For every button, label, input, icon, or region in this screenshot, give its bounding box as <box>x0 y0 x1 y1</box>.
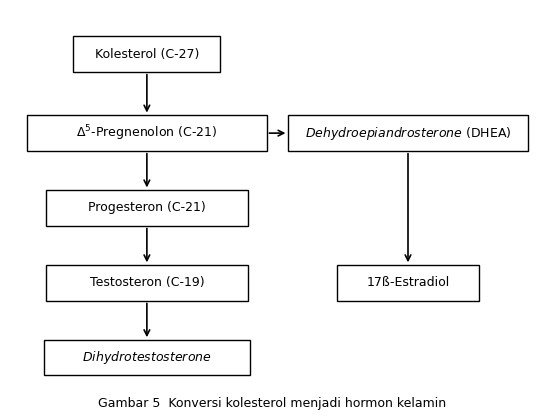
Text: Kolesterol (C-27): Kolesterol (C-27) <box>95 47 199 61</box>
Text: Progesteron (C-21): Progesteron (C-21) <box>88 201 206 215</box>
Bar <box>46 191 248 225</box>
Bar <box>73 36 220 72</box>
Text: Testosteron (C-19): Testosteron (C-19) <box>90 276 204 290</box>
Text: 17ß-Estradiol: 17ß-Estradiol <box>366 276 450 290</box>
Bar <box>337 265 479 300</box>
Bar <box>27 115 267 151</box>
Text: $\mathit{Dehydroepiandrosterone}$ (DHEA): $\mathit{Dehydroepiandrosterone}$ (DHEA) <box>305 125 511 141</box>
Text: $\Delta^5$-Pregnenolon (C-21): $\Delta^5$-Pregnenolon (C-21) <box>76 123 218 143</box>
Bar <box>44 340 250 375</box>
Text: $\mathit{Dihydrotestosterone}$: $\mathit{Dihydrotestosterone}$ <box>82 349 212 366</box>
Bar <box>288 115 528 151</box>
Text: Gambar 5  Konversi kolesterol menjadi hormon kelamin: Gambar 5 Konversi kolesterol menjadi hor… <box>98 397 446 410</box>
Bar <box>46 265 248 300</box>
